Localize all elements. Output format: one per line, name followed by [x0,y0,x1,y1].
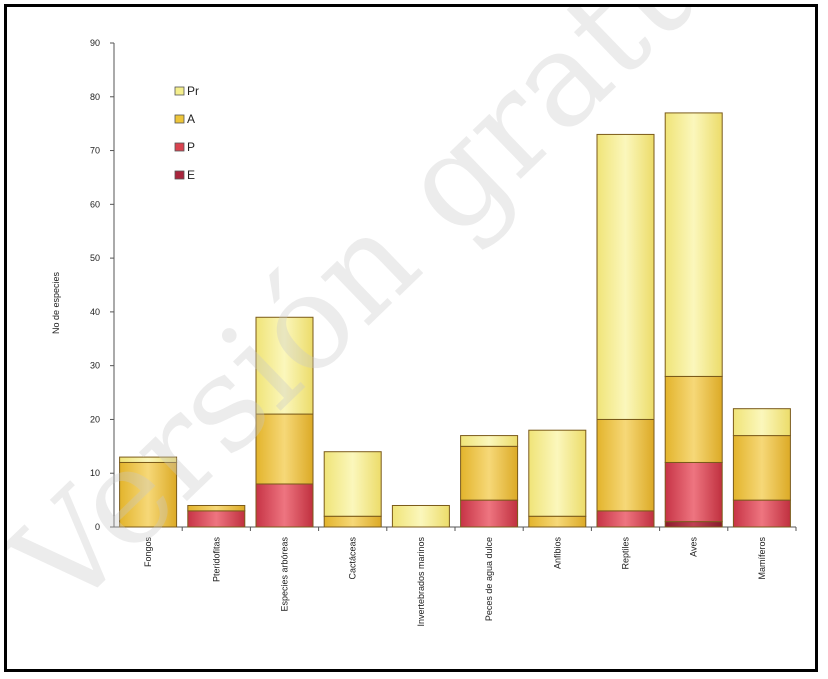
bar-segment-p [460,499,519,528]
bar-segment-a [187,504,246,512]
x-tick-label: Aves [689,537,699,557]
x-tick-label: Reptiles [621,537,631,570]
bar-segment-pr [664,112,723,377]
bar-segment-p [664,461,723,523]
bar-segment-a [460,445,519,501]
x-tick-label: Mamíferos [757,537,767,580]
bar-segment-a [255,413,314,485]
x-tick-label: Peces de agua dulce [484,537,494,621]
bar-segment-e [664,521,723,528]
x-tick-label: Especies arbóreas [280,537,290,612]
x-tick-label: Anfibios [552,537,562,570]
bar-segment-pr [732,408,791,437]
bar-segment-p [732,499,791,528]
bar-segment-a [119,461,178,528]
bar-segment-a [664,375,723,463]
bars [119,112,791,528]
x-tick-label: Pteridofitas [211,537,221,583]
legend: Pr APE [174,84,199,182]
chart-frame: 0 10 20 30 40 50 60 70 80 90 No de especies Fongos P… [4,4,818,672]
legend-label-p: P [187,140,195,154]
y-tick-label: 30 [90,361,100,371]
y-tick-label: 50 [90,253,100,263]
y-tick-label: 20 [90,414,100,424]
legend-swatch-e [174,170,185,180]
x-tick-label: Cactáceas [348,537,358,580]
bar-segment-a [323,515,382,528]
legend-label-pr: Pr [187,84,199,98]
x-tick-label: Fongos [143,537,153,568]
y-tick-label: 80 [90,92,100,102]
x-tick-label: Invertebrados marinos [416,537,426,627]
y-tick-label: 0 [95,522,100,532]
bar-segment-pr [391,504,450,528]
bar-segment-a [732,435,791,501]
legend-swatch-a [174,114,185,124]
axes: 0 10 20 30 40 50 60 70 80 90 No de especies Fongos P… [51,38,797,627]
y-tick-label: 10 [90,468,100,478]
bar-segment-pr [255,316,314,415]
bar-segment-pr [323,451,382,517]
y-tick-label: 60 [90,199,100,209]
legend-label-e: E [187,168,195,182]
bar-segment-pr [596,133,655,420]
legend-label-a: A [187,112,195,126]
bar-segment-p [255,483,314,528]
legend-swatch-p [174,142,185,152]
bar-segment-pr [119,456,178,463]
y-tick-label: 90 [90,38,100,48]
y-tick-label: 70 [90,146,100,156]
bar-segment-a [528,515,587,528]
bar-segment-pr [528,429,587,517]
y-axis-label: No de especies [51,271,61,334]
y-tick-label: 40 [90,307,100,317]
chart: 0 10 20 30 40 50 60 70 80 90 No de especies Fongos P… [7,7,815,641]
legend-swatch-pr [174,86,185,96]
bar-segment-a [596,418,655,512]
bar-segment-p [596,510,655,528]
bar-segment-pr [460,435,519,447]
